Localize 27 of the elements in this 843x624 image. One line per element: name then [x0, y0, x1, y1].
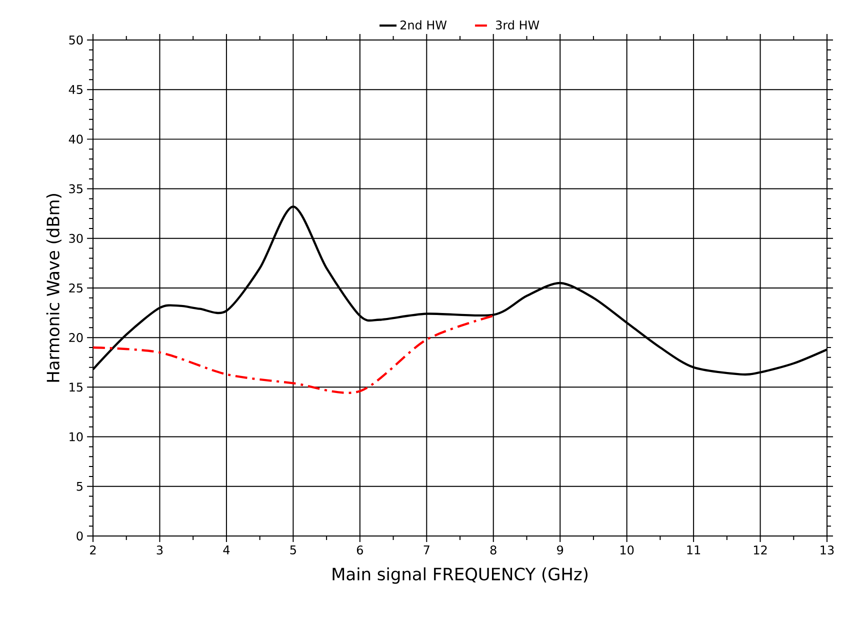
x-tick-label: 11	[687, 545, 700, 554]
x-tick-label: 2	[90, 545, 96, 554]
y-tick-label: 20	[69, 333, 83, 342]
y-tick-label: 30	[69, 234, 83, 243]
x-tick-label: 7	[424, 545, 430, 554]
x-axis-title: Main signal FREQUENCY (GHz)	[332, 567, 588, 584]
x-tick-label: 8	[490, 545, 496, 555]
x-tick-label: 4	[223, 545, 230, 554]
x-tick-label: 10	[620, 545, 634, 555]
y-tick-label: 35	[69, 184, 82, 194]
legend-label: 2nd HW	[400, 20, 447, 30]
y-tick-label: 15	[70, 382, 82, 392]
x-tick-label: 5	[290, 545, 296, 554]
y-tick-label: 10	[70, 432, 83, 442]
y-axis-title: Harmonic Wave (dBm)	[46, 194, 62, 382]
y-tick-label: 40	[68, 134, 83, 144]
y-tick-label: 25	[69, 283, 82, 293]
y-tick-label: 45	[68, 85, 82, 94]
y-tick-label: 5	[76, 482, 82, 491]
x-tick-label: 6	[356, 545, 363, 555]
y-tick-label: 50	[69, 35, 83, 45]
legend-label: 3rd HW	[496, 20, 540, 30]
x-tick-label: 9	[557, 545, 564, 555]
x-tick-label: 3	[156, 545, 163, 555]
y-tick-label: 0	[76, 531, 83, 541]
x-tick-label: 12	[754, 545, 767, 554]
x-tick-label: 13	[820, 545, 834, 555]
